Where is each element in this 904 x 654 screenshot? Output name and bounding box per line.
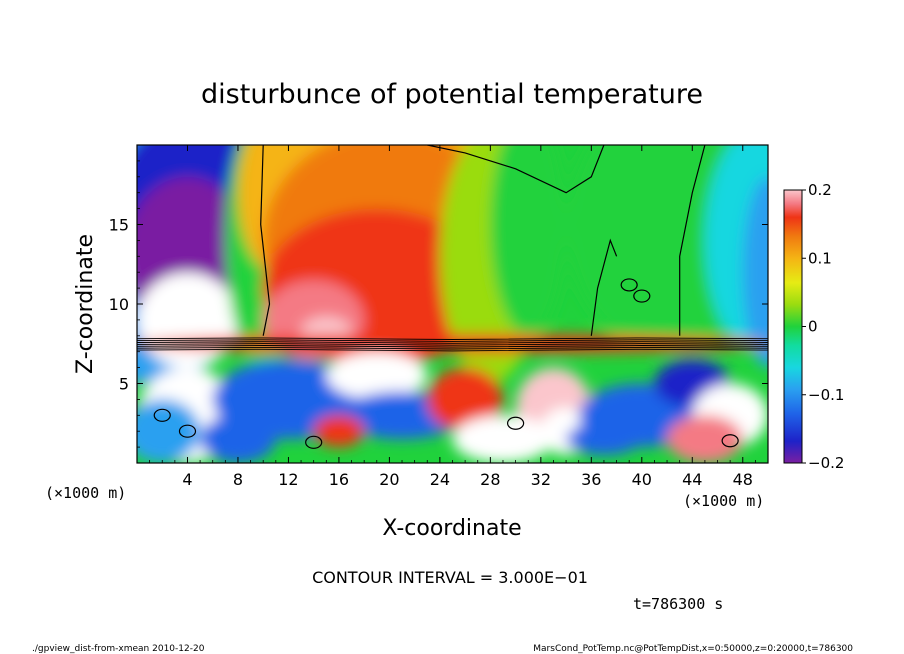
heatmap-blob (313, 415, 365, 448)
colorbar-tick-label: 0 (808, 318, 818, 336)
contour-loop (305, 435, 323, 449)
footer-right: MarsCond_PotTemp.nc@PotTempDist,x=0:5000… (533, 644, 853, 654)
time-label: t=786300 s (633, 595, 723, 613)
colorbar-ticks: 0.2 0.1 0 −0.1 −0.2 (802, 181, 844, 472)
contour-line (137, 341, 768, 344)
colorbar-tick-label: 0.1 (808, 249, 832, 267)
heatmap-blob (667, 415, 743, 463)
contour-loop (506, 416, 525, 430)
x-tick-label: 28 (480, 470, 500, 489)
y-axis-label: Z-coordinate (73, 234, 98, 374)
x-unit-right: (×1000 m) (683, 492, 764, 510)
x-tick-label: 16 (329, 470, 349, 489)
contour-line (260, 145, 271, 336)
footer-left: ./gpview_dist-from-xmean 2010-12-20 (32, 644, 205, 654)
x-tick-label: 40 (632, 470, 652, 489)
colorbar-tick-label: −0.2 (808, 454, 844, 472)
x-tick-label: 36 (581, 470, 601, 489)
colorbar (783, 189, 803, 464)
colorbar-tick-label: 0.2 (808, 181, 832, 199)
y-tick-label: 5 (119, 375, 129, 394)
contour-loop (633, 289, 651, 303)
chart-title: disturbunce of potential temperature (201, 79, 703, 110)
heatmap-blob (137, 399, 201, 463)
x-axis-ticks: 4 8 12 16 20 24 28 32 36 40 44 48 (149, 145, 756, 489)
heatmap-blob (427, 367, 503, 432)
heatmap-blob (490, 145, 567, 336)
colorbar-tick-label: −0.1 (808, 386, 844, 404)
x-tick-label: 44 (682, 470, 702, 489)
y-tick-label: 10 (109, 295, 129, 314)
y-axis-ticks: 5 10 15 (109, 160, 768, 448)
x-tick-label: 48 (733, 470, 753, 489)
contour-line (137, 348, 768, 352)
contour-line (137, 337, 768, 340)
contour-loop (721, 434, 739, 448)
x-tick-label: 12 (278, 470, 298, 489)
contour-loop (620, 278, 638, 292)
contour-loop (178, 424, 197, 438)
x-tick-label: 4 (182, 470, 192, 489)
y-tick-label: 15 (109, 216, 129, 235)
contour-interval: CONTOUR INTERVAL = 3.000E−01 (312, 568, 588, 587)
heatmap-blob (326, 351, 428, 400)
heatmap-blob (452, 415, 554, 463)
x-unit-left: (×1000 m) (45, 484, 126, 502)
heatmap-field (137, 145, 768, 463)
x-axis-label: X-coordinate (382, 516, 521, 541)
heatmap-blob (566, 423, 642, 456)
heatmap-blob (742, 176, 768, 368)
x-tick-label: 20 (379, 470, 399, 489)
contour-loop (153, 408, 171, 422)
x-tick-label: 32 (531, 470, 551, 489)
contour-line (137, 339, 768, 342)
heatmap-blob (200, 415, 276, 463)
contour-line (590, 238, 618, 336)
contour-line (137, 345, 768, 348)
heatmap-blob (137, 334, 768, 354)
x-tick-label: 24 (430, 470, 450, 489)
contour-line (679, 145, 706, 336)
heatmap-blob (137, 272, 238, 368)
x-tick-label: 8 (233, 470, 243, 489)
contour-line (137, 343, 768, 346)
contour-line (427, 145, 605, 194)
contour-line (137, 346, 768, 350)
